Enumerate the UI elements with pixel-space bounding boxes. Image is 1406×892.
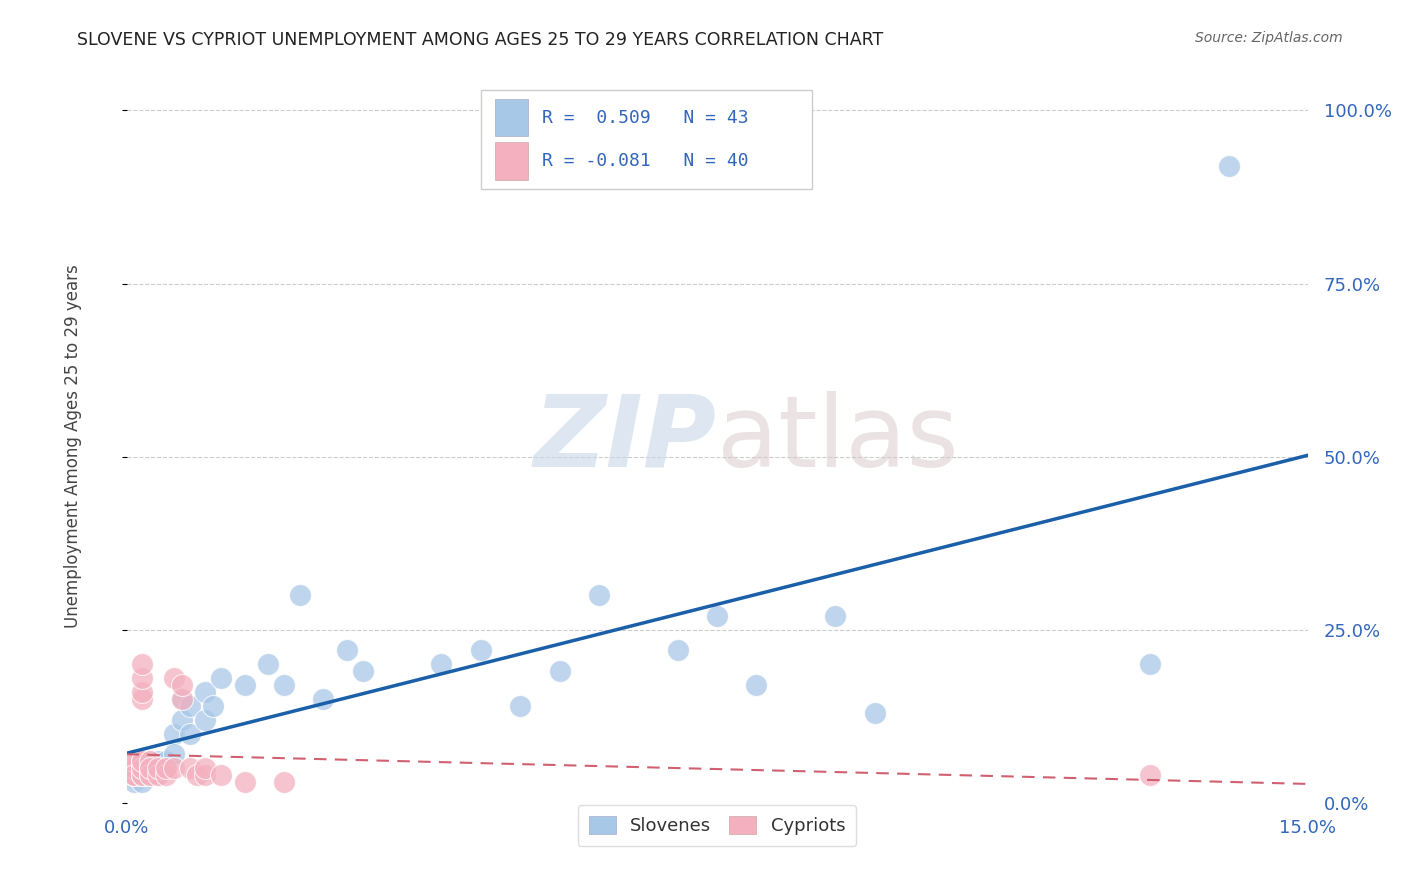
Point (131, 761, 153, 775)
Point (155, 761, 177, 775)
Point (146, 768, 169, 782)
Point (131, 761, 153, 775)
Point (131, 775, 153, 789)
Point (470, 643, 492, 657)
Point (170, 692, 193, 706)
Point (139, 768, 162, 782)
Bar (495, 143, 529, 179)
Point (273, 678, 295, 692)
Point (155, 768, 177, 782)
Point (186, 768, 208, 782)
Point (139, 761, 162, 775)
Point (131, 768, 153, 782)
Point (139, 768, 162, 782)
Point (179, 761, 201, 775)
Point (588, 588, 610, 602)
Point (509, 698, 531, 713)
Text: Source: ZipAtlas.com: Source: ZipAtlas.com (1195, 31, 1343, 45)
Point (131, 692, 153, 706)
Point (139, 754, 162, 768)
Text: atlas: atlas (717, 391, 959, 488)
Point (124, 761, 146, 775)
Point (131, 671, 153, 685)
Point (155, 754, 177, 768)
Point (179, 726, 201, 740)
Text: Unemployment Among Ages 25 to 29 years: Unemployment Among Ages 25 to 29 years (65, 264, 82, 628)
Point (336, 643, 359, 657)
Point (124, 761, 146, 775)
Point (124, 754, 146, 768)
Point (163, 761, 186, 775)
Point (139, 754, 162, 768)
Point (146, 754, 169, 768)
Point (163, 726, 186, 740)
Point (146, 768, 169, 782)
Point (124, 754, 146, 768)
Point (194, 685, 217, 699)
Point (131, 685, 153, 699)
Point (194, 761, 217, 775)
Point (124, 768, 146, 782)
Point (131, 754, 153, 768)
Point (139, 761, 162, 775)
Point (194, 768, 217, 782)
Point (146, 761, 169, 775)
Point (124, 768, 146, 782)
Point (863, 706, 886, 720)
Point (170, 678, 193, 692)
Point (170, 713, 193, 727)
Point (163, 747, 186, 762)
Point (288, 588, 311, 602)
Point (233, 775, 256, 789)
Point (312, 692, 335, 706)
Point (139, 761, 162, 775)
Point (233, 678, 256, 692)
Point (131, 657, 153, 672)
Point (131, 754, 153, 768)
Point (666, 643, 689, 657)
Bar (495, 99, 529, 136)
Point (179, 698, 201, 713)
Legend: Slovenes, Cypriots: Slovenes, Cypriots (578, 805, 856, 847)
FancyBboxPatch shape (481, 90, 811, 188)
Point (155, 761, 177, 775)
Point (131, 768, 153, 782)
Point (273, 775, 295, 789)
Point (745, 678, 768, 692)
Point (706, 608, 728, 623)
Point (548, 665, 571, 679)
Point (146, 761, 169, 775)
Text: R = -0.081   N = 40: R = -0.081 N = 40 (543, 152, 749, 170)
Point (1218, 159, 1240, 173)
Point (124, 768, 146, 782)
Point (139, 761, 162, 775)
Text: R =  0.509   N = 43: R = 0.509 N = 43 (543, 109, 749, 127)
Text: SLOVENE VS CYPRIOT UNEMPLOYMENT AMONG AGES 25 TO 29 YEARS CORRELATION CHART: SLOVENE VS CYPRIOT UNEMPLOYMENT AMONG AG… (77, 31, 883, 49)
Point (430, 657, 453, 672)
Text: ZIP: ZIP (534, 391, 717, 488)
Point (131, 768, 153, 782)
Point (124, 768, 146, 782)
Point (209, 768, 232, 782)
Point (202, 698, 225, 713)
Point (257, 657, 280, 672)
Point (124, 775, 146, 789)
Point (194, 713, 217, 727)
Point (124, 761, 146, 775)
Point (209, 671, 232, 685)
Point (352, 665, 374, 679)
Point (170, 692, 193, 706)
Point (131, 761, 153, 775)
Point (139, 768, 162, 782)
Point (163, 671, 186, 685)
Point (1139, 768, 1161, 782)
Point (1139, 657, 1161, 672)
Point (824, 608, 846, 623)
Point (131, 761, 153, 775)
